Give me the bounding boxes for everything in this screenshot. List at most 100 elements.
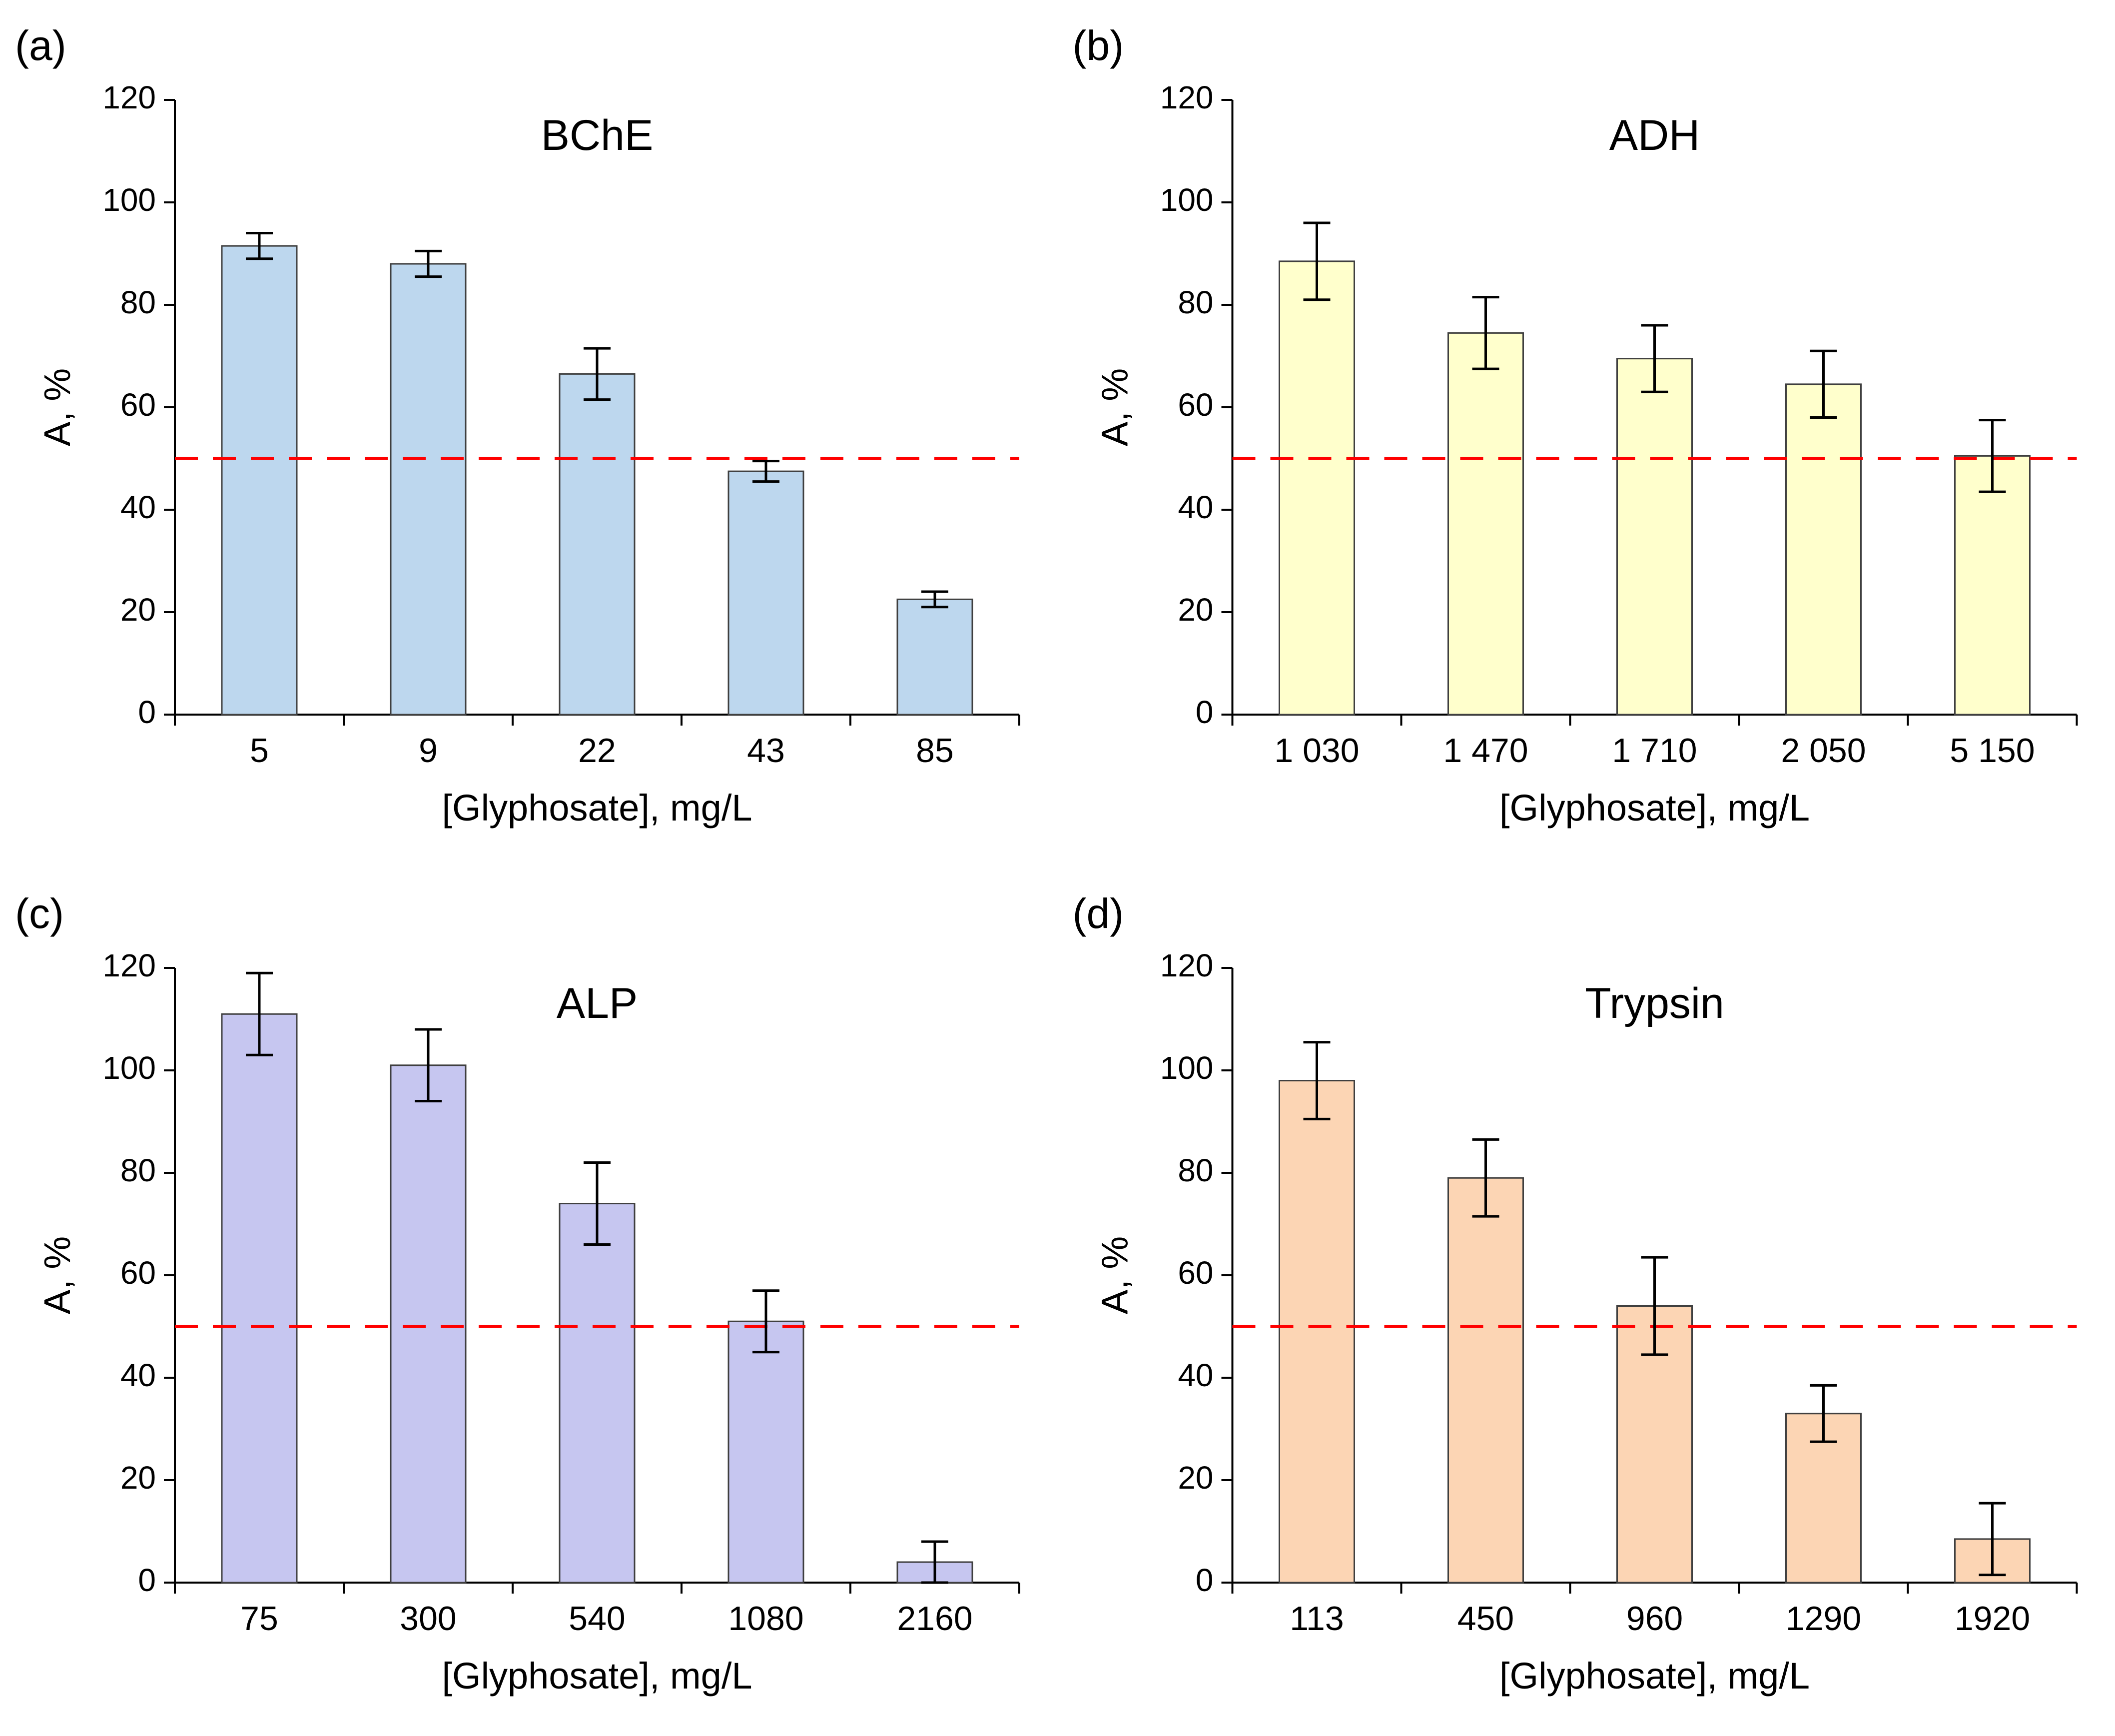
x-tick-label: 2160 [897, 1600, 972, 1638]
x-tick-label: 85 [916, 732, 954, 770]
y-tick-label: 100 [1160, 182, 1214, 218]
chart-panel-d: (d) 0 20 40 60 80 100 120 113 450 960 1290 1920 [Glyp… [1057, 868, 2115, 1736]
bar [221, 245, 298, 716]
error-bar [1472, 1138, 1499, 1218]
error-bar [1472, 296, 1499, 370]
y-tick-label: 120 [102, 79, 156, 115]
y-tick-label: 100 [1160, 1050, 1214, 1086]
error-bar [921, 1540, 948, 1584]
y-tick-label: 0 [138, 1562, 156, 1598]
x-axis-title: [Glyphosate], mg/L [442, 787, 752, 829]
chart-panel-a: (a) 0 20 40 60 80 100 120 5 9 22 43 85 [Glyphosate], … [0, 0, 1057, 868]
bar [390, 263, 467, 716]
x-axis-title: [Glyphosate], mg/L [1499, 1655, 1810, 1697]
chart-title: ALP [557, 979, 638, 1027]
y-tick-label: 0 [138, 694, 156, 730]
panel-background [1057, 868, 2115, 1736]
y-tick-label: 20 [1178, 592, 1213, 628]
y-tick-label: 100 [102, 182, 156, 218]
bar [727, 1320, 804, 1584]
bar [1447, 1177, 1524, 1584]
chart-title: Trypsin [1585, 979, 1724, 1027]
panel-background [0, 868, 1057, 1736]
error-bar [1810, 349, 1837, 419]
x-tick-label: 300 [400, 1600, 456, 1638]
x-tick-label: 1080 [728, 1600, 803, 1638]
y-tick-label: 120 [1160, 947, 1214, 983]
y-tick-label: 80 [120, 1152, 156, 1188]
error-bar [415, 249, 442, 278]
panel-label: (d) [1073, 890, 1124, 937]
error-bar [1303, 1041, 1331, 1120]
bar [221, 1013, 298, 1584]
y-tick-label: 60 [120, 1255, 156, 1291]
x-tick-label: 5 [250, 732, 269, 770]
bar [1616, 358, 1693, 716]
x-tick-label: 43 [747, 732, 785, 770]
chart-title: ADH [1609, 111, 1700, 159]
x-axis-title: [Glyphosate], mg/L [442, 1655, 752, 1697]
error-bar [1303, 221, 1331, 301]
x-tick-label: 960 [1626, 1600, 1683, 1638]
y-tick-label: 120 [1160, 79, 1214, 115]
y-tick-label: 20 [120, 1460, 156, 1496]
x-tick-label: 22 [578, 732, 616, 770]
y-tick-label: 40 [120, 1357, 156, 1393]
y-tick-label: 20 [1178, 1460, 1213, 1496]
y-axis-title: A, % [36, 368, 78, 446]
chart-svg: (b) 0 20 40 60 80 100 120 1 030 1 470 1 710 2 050 5 … [1057, 0, 2115, 868]
x-tick-label: 540 [569, 1600, 625, 1638]
bar [559, 1203, 636, 1584]
chart-panel-b: (b) 0 20 40 60 80 100 120 1 030 1 470 1 710 2 050 5 … [1057, 0, 2115, 868]
y-tick-label: 20 [120, 592, 156, 628]
y-tick-label: 80 [1178, 1152, 1213, 1188]
error-bar [921, 590, 948, 609]
y-tick-label: 40 [120, 489, 156, 525]
error-bar [752, 460, 779, 483]
x-tick-label: 1 030 [1274, 732, 1359, 770]
chart-title: BChE [541, 111, 654, 159]
x-tick-label: 113 [1290, 1600, 1344, 1638]
error-bar [1979, 419, 2006, 493]
bar [559, 373, 636, 716]
x-tick-label: 1290 [1786, 1600, 1861, 1638]
y-tick-label: 60 [1178, 1255, 1213, 1291]
x-tick-label: 5 150 [1950, 732, 2035, 770]
error-bar [1641, 1256, 1668, 1356]
error-bar [1641, 324, 1668, 393]
y-tick-label: 100 [102, 1050, 156, 1086]
x-tick-label: 9 [419, 732, 438, 770]
bar [1954, 455, 2031, 716]
error-bar [415, 1028, 442, 1102]
x-axis-title: [Glyphosate], mg/L [1499, 787, 1810, 829]
y-tick-label: 60 [1178, 387, 1213, 423]
bar [1785, 383, 1862, 716]
y-tick-label: 40 [1178, 489, 1213, 525]
y-tick-label: 60 [120, 387, 156, 423]
chart-svg: (d) 0 20 40 60 80 100 120 113 450 960 1290 1920 [Glyp… [1057, 868, 2115, 1736]
y-axis-title: A, % [36, 1236, 78, 1314]
y-tick-label: 0 [1196, 1562, 1214, 1598]
y-tick-label: 80 [1178, 284, 1213, 320]
error-bar [246, 971, 273, 1056]
x-tick-label: 1920 [1955, 1600, 2030, 1638]
bar [1279, 1080, 1355, 1584]
error-bar [584, 1161, 611, 1246]
x-tick-label: 1 710 [1612, 732, 1697, 770]
panel-background [0, 0, 1057, 868]
bar [390, 1064, 467, 1584]
error-bar [584, 347, 611, 401]
bar [1447, 332, 1524, 716]
chart-svg: (a) 0 20 40 60 80 100 120 5 9 22 43 85 [Glyphosate], … [0, 0, 1057, 868]
y-axis-title: A, % [1094, 1236, 1136, 1314]
y-axis-title: A, % [1094, 368, 1136, 446]
y-tick-label: 40 [1178, 1357, 1213, 1393]
x-tick-label: 75 [240, 1600, 278, 1638]
panel-label: (a) [15, 22, 66, 69]
panel-label: (b) [1073, 22, 1124, 69]
error-bar [1979, 1502, 2006, 1577]
error-bar [752, 1289, 779, 1354]
chart-svg: (c) 0 20 40 60 80 100 120 75 300 540 1080 2160 [Glyph… [0, 868, 1057, 1736]
panel-label: (c) [15, 890, 64, 937]
